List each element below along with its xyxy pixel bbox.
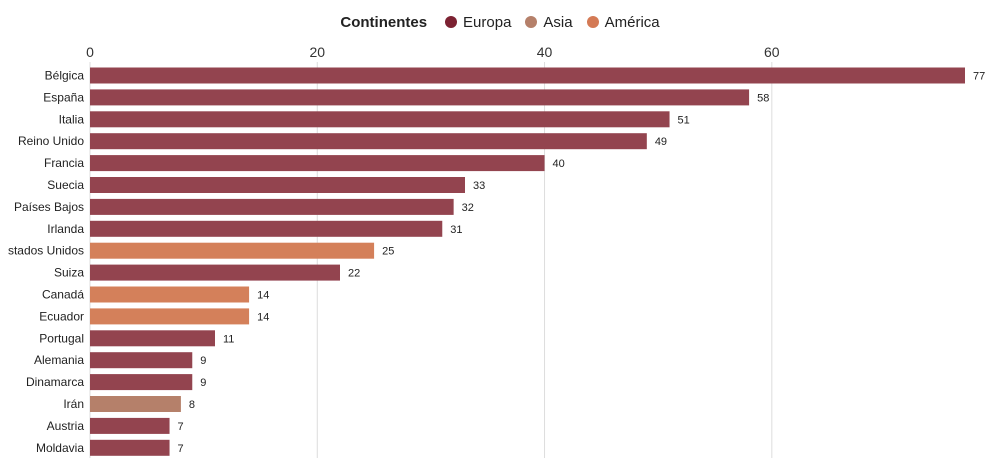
- legend-label-america: América: [604, 13, 660, 31]
- category-label: stados Unidos: [8, 244, 84, 258]
- data-label: 40: [553, 158, 565, 170]
- bar[interactable]: [90, 286, 250, 303]
- category-label: Bélgica: [45, 69, 85, 83]
- x-tick-label: 60: [764, 44, 780, 60]
- legend-dot-asia: [525, 16, 538, 28]
- bar[interactable]: [90, 396, 181, 412]
- bar[interactable]: [90, 67, 965, 84]
- category-label: Suiza: [54, 266, 84, 280]
- legend: Continentes Europa Asia América: [0, 10, 1000, 34]
- x-tick-label: 0: [86, 44, 94, 60]
- data-label: 77: [973, 71, 985, 83]
- bar[interactable]: [90, 177, 465, 193]
- data-label: 14: [257, 290, 269, 302]
- bar[interactable]: [90, 198, 454, 215]
- bar[interactable]: [90, 242, 375, 259]
- category-label: Reino Unido: [18, 134, 84, 148]
- bar[interactable]: [90, 417, 170, 434]
- category-label: Irán: [63, 397, 84, 411]
- legend-item-europa[interactable]: Europa: [445, 14, 511, 31]
- category-label: Alemania: [34, 353, 84, 367]
- legend-label-europa: Europa: [463, 13, 512, 31]
- legend-label-asia: Asia: [543, 13, 573, 31]
- bar[interactable]: [90, 111, 670, 128]
- data-label: 9: [200, 355, 206, 367]
- category-label: Dinamarca: [26, 375, 84, 389]
- data-label: 8: [189, 399, 195, 411]
- data-label: 14: [257, 311, 269, 323]
- data-label: 33: [473, 180, 485, 192]
- data-label: 22: [348, 268, 360, 280]
- category-label: Moldavia: [36, 441, 84, 455]
- data-label: 7: [178, 421, 184, 433]
- bar[interactable]: [90, 155, 545, 172]
- category-label: Canadá: [42, 288, 84, 302]
- category-label: Irlanda: [47, 222, 84, 236]
- category-label: Austria: [47, 419, 85, 433]
- data-label: 25: [382, 246, 394, 258]
- legend-item-asia[interactable]: Asia: [525, 13, 573, 31]
- category-label: Suecia: [47, 178, 84, 192]
- category-label: Francia: [44, 156, 84, 170]
- bar[interactable]: [90, 352, 193, 369]
- bar[interactable]: [90, 220, 443, 237]
- data-label: 11: [223, 333, 234, 345]
- bar[interactable]: [90, 89, 750, 106]
- data-label: 9: [200, 377, 206, 389]
- data-label: 7: [178, 443, 184, 455]
- data-label: 58: [757, 92, 769, 104]
- data-label: 49: [655, 136, 667, 148]
- bar[interactable]: [90, 308, 250, 325]
- category-label: Países Bajos: [14, 200, 84, 214]
- bar[interactable]: [90, 264, 340, 281]
- bar[interactable]: [90, 330, 215, 347]
- data-label: 51: [678, 114, 690, 126]
- bar[interactable]: [90, 439, 170, 456]
- category-label: Portugal: [39, 331, 84, 345]
- category-label: Italia: [59, 112, 85, 126]
- legend-dot-europa: [445, 16, 458, 28]
- legend-dot-america: [586, 16, 599, 28]
- bar[interactable]: [90, 374, 193, 391]
- data-label: 31: [450, 224, 462, 236]
- x-tick-label: 40: [537, 44, 553, 60]
- x-tick-label: 20: [309, 44, 325, 60]
- bar[interactable]: [90, 133, 647, 150]
- legend-title: Continentes: [340, 13, 428, 31]
- category-label: Ecuador: [39, 309, 84, 323]
- category-label: España: [43, 90, 84, 104]
- legend-item-america[interactable]: América: [586, 13, 660, 31]
- data-label: 32: [462, 202, 474, 214]
